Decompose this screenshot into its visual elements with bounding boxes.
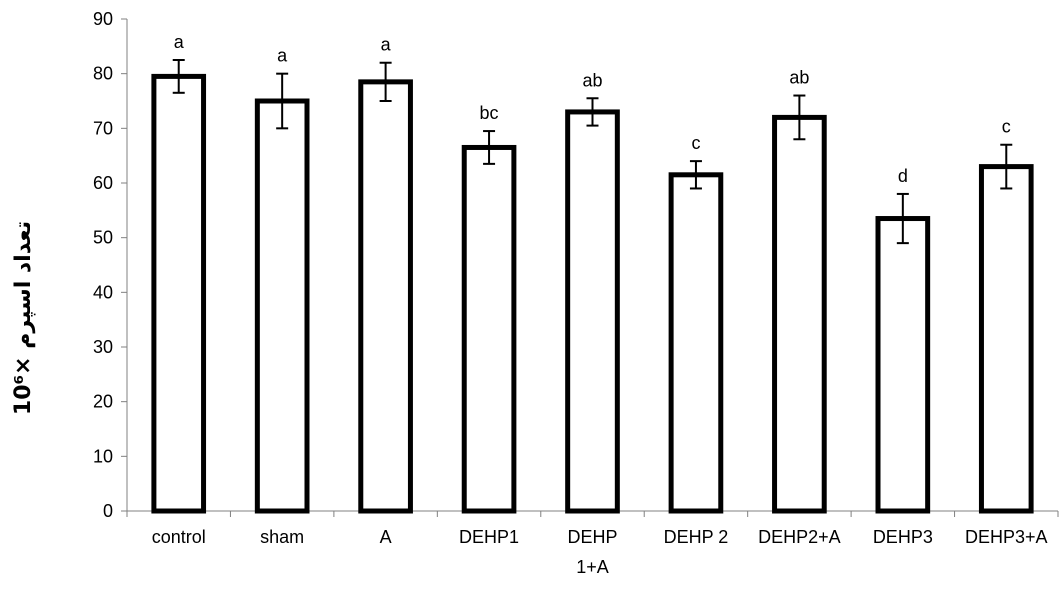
y-tick-label: 40 [93,282,113,302]
error-bar-1 [276,72,289,130]
error-bar-2 [379,61,392,102]
y-tick-label: 60 [93,173,113,193]
significance-letter-4: ab [582,70,602,90]
y-axis-title: تعداد اسپرم ×10⁶ [11,221,36,415]
x-tick-label-6: DEHP2+A [758,527,841,547]
x-tick-label-4: DEHP 1+A [567,527,617,577]
y-tick-label: 90 [93,9,113,29]
y-tick-label: 80 [93,64,113,84]
error-bar-4 [586,97,599,127]
error-bar-5 [689,160,702,190]
significance-letter-5: c [691,133,700,153]
y-tick-label: 0 [103,501,113,521]
y-ticks: 0 10 20 30 40 50 60 70 80 90 [93,9,127,521]
error-bar-7 [896,192,909,245]
bar-8 [978,164,1034,514]
bar-4 [565,109,620,514]
y-tick-label: 70 [93,118,113,138]
error-bars [172,59,1013,245]
significance-letter-0: a [174,32,185,52]
y-axis-title-group: تعداد اسپرم ×10⁶ [11,221,36,415]
bar-2 [358,79,413,514]
bar-1 [254,98,310,514]
significance-letter-6: ab [789,68,809,88]
significance-letter-3: bc [480,103,499,123]
bar-7 [875,216,931,514]
bars [151,73,1034,514]
x-tick-label-7: DEHP3 [873,527,933,547]
error-bar-6 [793,94,806,141]
x-tick-label-2: A [380,527,392,547]
x-tick-label-0: control [152,527,206,547]
x-tick-label-3: DEHP1 [459,527,519,547]
bar-5 [668,172,724,514]
significance-letter-1: a [277,46,288,66]
y-tick-label: 30 [93,337,113,357]
error-bar-3 [483,130,496,165]
bar-6 [772,114,827,514]
significance-letter-7: d [898,166,908,186]
significance-letter-2: a [381,35,392,55]
x-tick-label-8: DEHP3+A [965,527,1048,547]
x-tick-label-1: sham [260,527,304,547]
y-tick-label: 50 [93,228,113,248]
bar-3 [461,144,517,514]
x-tick-label-5: DEHP 2 [664,527,729,547]
significance-letter-8: c [1002,117,1011,137]
error-bar-8 [1000,143,1013,190]
x-ticks: control sham A DEHP1 DEHP 1+A DEHP 2 DEHP2+A DEH… [126,511,1059,577]
bar-0 [151,73,207,514]
y-tick-label: 10 [93,446,113,466]
y-tick-label: 20 [93,392,113,412]
error-bar-0 [172,59,185,94]
